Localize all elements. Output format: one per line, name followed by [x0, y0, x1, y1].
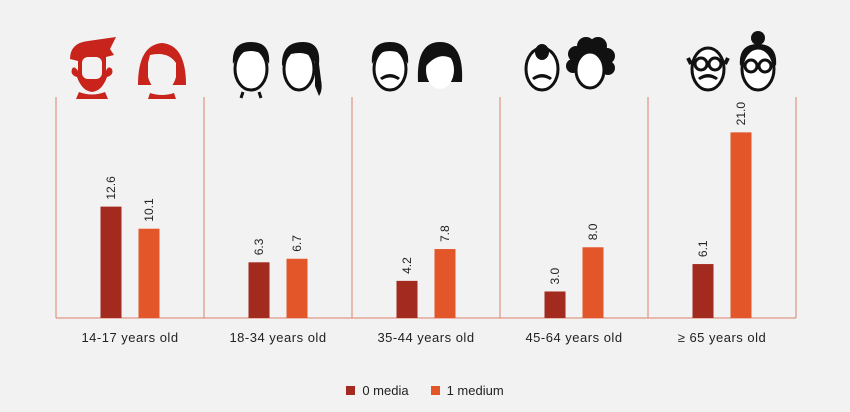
data-label: 10.1	[142, 198, 156, 222]
bob-hair-woman-face-icon	[417, 42, 463, 89]
bar-zero-media	[396, 280, 418, 318]
data-label: 4.2	[400, 257, 414, 274]
bar-one-medium	[286, 258, 308, 318]
bar-zero-media	[544, 291, 566, 318]
young-man-face-icon	[232, 42, 270, 99]
bar-one-medium	[138, 228, 160, 318]
category-label: 35-44 years old	[377, 330, 474, 345]
data-label: 21.0	[734, 102, 748, 126]
young-woman-face-icon	[281, 42, 322, 96]
legend-item-1-medium: 1 medium	[430, 383, 504, 398]
category-label: 45-64 years old	[525, 330, 622, 345]
data-label: 12.6	[104, 176, 118, 200]
bar-one-medium	[730, 132, 752, 318]
bar-zero-media	[100, 206, 122, 318]
elderly-woman-bun-glasses-icon	[739, 31, 777, 92]
data-label: 6.7	[290, 235, 304, 252]
balding-man-face-icon	[524, 44, 560, 92]
data-label: 7.8	[438, 225, 452, 242]
bar-one-medium	[582, 247, 604, 318]
legend-label-1-medium: 1 medium	[446, 383, 504, 398]
category-label: 14-17 years old	[81, 330, 178, 345]
data-label: 6.3	[252, 238, 266, 255]
labels-layer: 12.6 10.1 14-17 years old 6.3 6.7 18-34 years…	[81, 102, 767, 345]
elderly-man-glasses-icon	[686, 46, 730, 92]
legend-item-0-media: 0 media	[346, 383, 409, 398]
bar-zero-media	[248, 262, 270, 318]
legend-label-0-media: 0 media	[362, 383, 409, 398]
data-label: 3.0	[548, 267, 562, 284]
data-label: 6.1	[696, 240, 710, 257]
teen-boy-face-icon	[70, 37, 116, 99]
bar-one-medium	[434, 249, 456, 318]
category-label: ≥ 65 years old	[678, 330, 767, 345]
data-label: 8.0	[586, 223, 600, 240]
legend-swatch-light	[430, 386, 440, 395]
category-label: 18-34 years old	[229, 330, 326, 345]
axes-layer	[55, 97, 797, 319]
teen-girl-face-icon	[138, 43, 186, 99]
legend: 0 media 1 medium	[0, 383, 850, 398]
bars-layer	[100, 132, 752, 318]
legend-swatch-dark	[346, 386, 356, 395]
curly-hair-woman-face-icon	[566, 37, 615, 90]
mustache-man-face-icon	[371, 42, 409, 92]
icons-layer	[70, 31, 777, 99]
bar-zero-media	[692, 264, 714, 318]
